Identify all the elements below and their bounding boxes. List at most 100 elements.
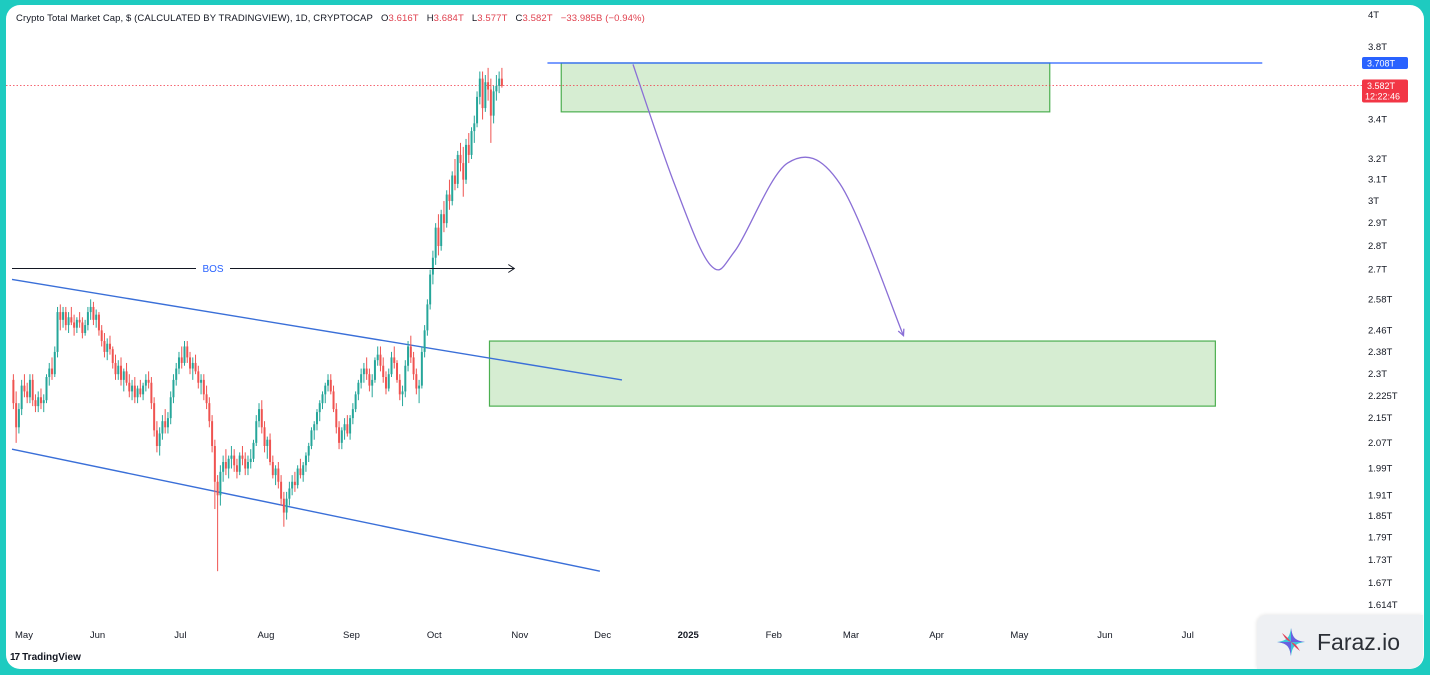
candle-body (280, 481, 283, 499)
candle-body (106, 343, 109, 352)
candle (166, 412, 169, 434)
candle (478, 71, 481, 105)
candle (462, 146, 465, 197)
candle (103, 333, 106, 358)
high-value: 3.684T (433, 13, 464, 24)
candle (211, 415, 214, 453)
candle (153, 397, 156, 437)
candle-body (246, 462, 249, 469)
candle-body (489, 89, 492, 116)
candle (393, 346, 396, 369)
candle (431, 250, 434, 285)
candle (28, 374, 31, 404)
candle-body (365, 368, 368, 375)
x-tick-label: Jun (90, 630, 105, 641)
candle-body (291, 481, 294, 489)
candle-body (81, 322, 84, 334)
candle-body (238, 455, 241, 472)
x-tick-label: Sep (343, 630, 360, 641)
x-tick-label: Dec (594, 630, 611, 641)
candle (470, 127, 473, 159)
candle-body (89, 306, 92, 313)
candle-body (180, 357, 183, 363)
candle-body (470, 131, 473, 155)
candle-body (75, 319, 78, 328)
candle-body (67, 317, 70, 326)
demand-zone[interactable] (488, 340, 1216, 407)
low-label: L (471, 13, 478, 24)
candle-body (26, 391, 29, 398)
candle (291, 475, 294, 496)
candle-body (255, 421, 258, 443)
candle-body (252, 442, 255, 459)
candle (67, 312, 70, 334)
candle-body (440, 214, 443, 247)
candle (398, 374, 401, 401)
candle (20, 379, 23, 416)
candle (70, 306, 73, 326)
candle (73, 314, 76, 336)
candle (340, 427, 343, 450)
candle-body (340, 430, 343, 443)
countdown-text: 12:22:46 (1365, 91, 1400, 101)
zones-layer (488, 62, 1216, 407)
candle-body (263, 427, 266, 447)
x-tick-label: Jun (1097, 630, 1112, 641)
candle-body (343, 424, 346, 431)
candle-body (277, 468, 280, 482)
candle (147, 371, 150, 389)
channel-lower-line[interactable] (11, 448, 601, 572)
y-tick-label: 2.38T (1368, 347, 1392, 358)
candle (180, 346, 183, 369)
candle (205, 385, 208, 410)
close-value: 3.582T (522, 13, 553, 24)
candle (244, 452, 247, 476)
candle-body (379, 354, 382, 366)
projected-path[interactable] (632, 64, 905, 336)
candle (81, 317, 84, 339)
candle (420, 346, 423, 389)
candle (15, 391, 18, 443)
candle (177, 351, 180, 375)
price-axis: 4T 3.8T 3.4T 3.2T 3.1T 3T 2.9T 2.8T 2.7T 2.58T 2.4… (1368, 10, 1398, 611)
tradingview-brand[interactable]: 17 TradingView (10, 652, 81, 663)
candle-body (39, 397, 42, 404)
candle (53, 346, 56, 378)
candle (321, 391, 324, 410)
candle-body (42, 400, 45, 404)
x-tick-label: Jul (174, 630, 186, 641)
candle (285, 491, 288, 520)
candle (362, 362, 365, 383)
candle-body (20, 385, 23, 410)
candle-body (302, 465, 305, 476)
candle (42, 394, 45, 413)
y-tick-label: 3.2T (1368, 154, 1387, 165)
candle (45, 374, 48, 404)
candle-body (144, 379, 147, 386)
candle (169, 391, 172, 425)
candle (260, 400, 263, 434)
candle-body (418, 385, 421, 389)
candle-body (329, 379, 332, 392)
candle-body (211, 421, 214, 447)
candle (78, 312, 81, 328)
candle-body (70, 317, 73, 323)
candle-body (407, 346, 410, 366)
candle (227, 455, 230, 479)
candle (343, 418, 346, 440)
candle-body (467, 144, 470, 155)
candle-body (183, 346, 186, 363)
candle-body (189, 357, 192, 369)
candle-body (459, 154, 462, 164)
candle (194, 354, 197, 375)
candle (315, 409, 318, 431)
candle-body (288, 488, 291, 499)
candle (233, 449, 236, 472)
candle-body (53, 351, 56, 375)
candle-body (354, 394, 357, 410)
candle (302, 462, 305, 482)
price-chart[interactable]: BOS 4T 3.8T 3.4T 3.2T 3.1T 3T 2.9T 2.8T 2.7T 2.58… (6, 5, 1424, 669)
channel-upper-line[interactable] (11, 278, 623, 381)
candle-body (86, 312, 89, 326)
supply-zone[interactable] (560, 62, 1051, 113)
